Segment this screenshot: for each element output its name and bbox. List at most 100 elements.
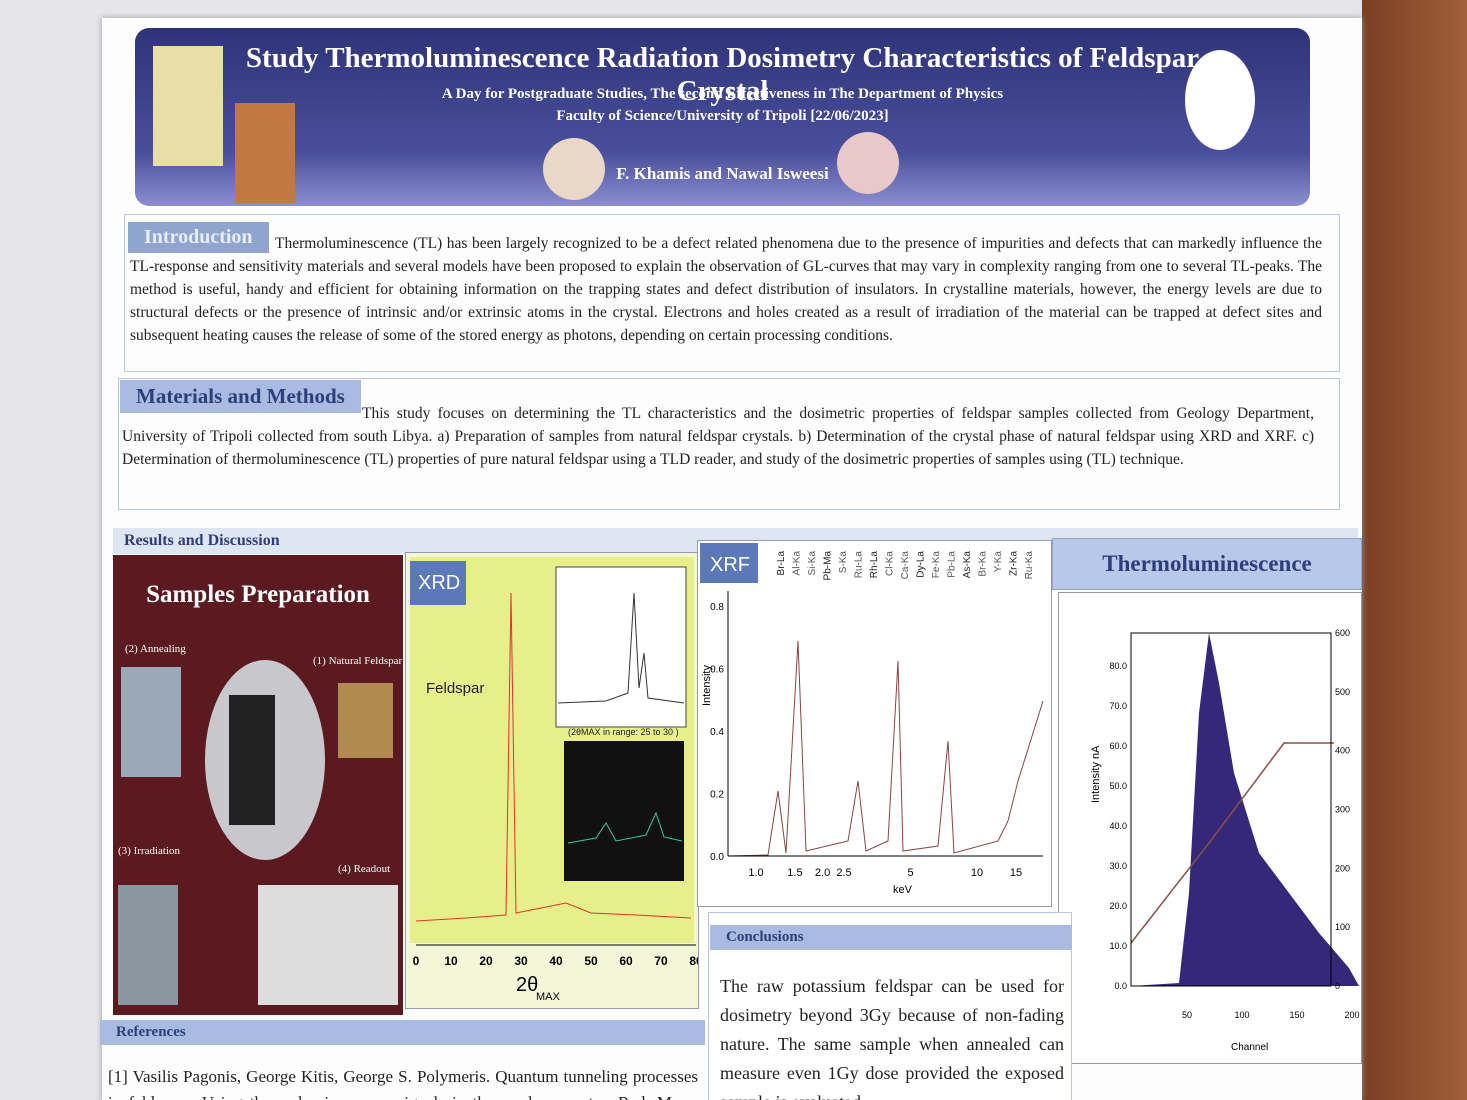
- y2-tick-label: 500: [1335, 687, 1350, 697]
- x-tick-label: 1.0: [748, 867, 763, 879]
- logo: [235, 103, 295, 203]
- section-heading: References: [100, 1020, 705, 1045]
- y2-tick-label: 300: [1335, 805, 1350, 815]
- element-label: Br-Ka: [978, 551, 989, 577]
- inset-curve: [557, 592, 685, 704]
- paragraph: This study focuses on determining the TL…: [122, 405, 1314, 468]
- element-label: Al-Ka: [792, 551, 803, 576]
- step-label: (1) Natural Feldspar: [313, 655, 403, 667]
- paragraph: The raw potassium feldspar can be used f…: [720, 976, 1064, 1100]
- title-tab: [410, 561, 466, 605]
- intro-box: [124, 214, 1340, 372]
- tl-panel: Intensity nA 0.0 10.0 20.0 30.0 40.0 50.0 60.0…: [1058, 592, 1362, 1064]
- y2-tick-label: 0: [1335, 981, 1340, 991]
- spectrum: [415, 592, 692, 922]
- header: Study Thermoluminescence Radiation Dosim…: [135, 28, 1310, 206]
- step-label: (4) Readout: [338, 863, 391, 875]
- y-tick-label: 0.0: [710, 852, 724, 863]
- axis-label: Intensity nA: [1090, 745, 1102, 803]
- background-wood: [1362, 0, 1467, 1100]
- x-tick-label: 50: [1182, 1010, 1192, 1020]
- plot-frame: [1130, 632, 1332, 987]
- tl-chart: Intensity nA 0.0 10.0 20.0 30.0 40.0 50.0 60.0…: [1090, 628, 1360, 1053]
- element-label: As-Ka: [962, 551, 973, 579]
- section-heading: Introduction: [128, 222, 269, 253]
- xrf-panel: XRF Intensity 0.0 0.2 0.4 0.6 0.8 1.0 1.5 2.0 2.…: [697, 540, 1052, 907]
- element-label: Ru-Ka: [1024, 551, 1035, 580]
- y-tick-label: 0.2: [710, 790, 724, 801]
- element-label: Ru-La: [854, 551, 865, 579]
- inset: [564, 741, 684, 881]
- element-label: Pb-La: [947, 551, 958, 578]
- glow-curve: [1131, 633, 1359, 986]
- x-tick-label: 150: [1289, 1010, 1304, 1020]
- sample-image: [258, 885, 398, 1005]
- subtitle: Faculty of Science/University of Tripoli…: [556, 108, 889, 124]
- element-label: Pb-Ma: [823, 551, 834, 581]
- spectrum: [727, 640, 1044, 857]
- author-photo: [543, 138, 605, 200]
- x-tick-label: 100: [1234, 1010, 1249, 1020]
- panel-title: XRF: [710, 554, 750, 576]
- y2-tick-label: 100: [1335, 922, 1350, 932]
- element-label: Si-Ka: [807, 551, 818, 576]
- sample-image: [118, 885, 178, 1005]
- sample-image: [121, 667, 181, 777]
- authors: F. Khamis and Nawal Isweesi: [616, 164, 829, 183]
- materials-box: [118, 378, 1340, 510]
- xrd-panel: XRD Feldspar (2θMAX in range: 25 to 30 )…: [405, 552, 703, 1009]
- section-heading: Results and Discussion: [124, 532, 280, 549]
- x-tick-label: 2.0: [815, 867, 830, 879]
- element-label: Zr-Ka: [1009, 551, 1020, 576]
- y-tick-label: 30.0: [1109, 861, 1127, 871]
- x-tick-label: 20: [479, 954, 493, 968]
- section-heading: Conclusions: [710, 925, 1072, 950]
- step-label: (2) Annealing: [125, 643, 186, 655]
- y-tick-label: 70.0: [1109, 701, 1127, 711]
- axis-label: 2θ: [516, 974, 538, 996]
- x-tick-label: 200: [1344, 1010, 1359, 1020]
- axis-label: Intensity: [701, 665, 713, 706]
- title: Study Thermoluminescence Radiation Dosim…: [245, 42, 1200, 107]
- inset-curve: [567, 811, 683, 844]
- y-tick-label: 0.4: [710, 727, 724, 738]
- panel-title: XRD: [418, 572, 460, 594]
- chart-label: Feldspar: [426, 680, 484, 697]
- subtitle: A Day for Postgraduate Studies, The seco…: [441, 86, 1004, 102]
- y-tick-label: 80.0: [1109, 661, 1127, 671]
- element-label: S-Ka: [838, 551, 849, 574]
- x-tick-label: 60: [619, 954, 633, 968]
- x-tick-label: 15: [1010, 867, 1022, 879]
- x-tick-label: 70: [654, 954, 668, 968]
- y-tick-label: 0.8: [710, 602, 724, 613]
- panel-title: Samples Preparation: [146, 581, 370, 608]
- y2-tick-label: 200: [1335, 863, 1350, 873]
- axis-label: keV: [893, 884, 913, 896]
- author-photo: [837, 132, 899, 194]
- panel-title: Thermoluminescence: [1102, 551, 1312, 576]
- y-tick-label: 40.0: [1109, 821, 1127, 831]
- logo: [153, 46, 223, 166]
- inset-caption: (2θMAX in range: 25 to 30 ): [568, 727, 679, 737]
- y2-tick-label: 400: [1335, 746, 1350, 756]
- element-label: Rh-La: [869, 551, 880, 579]
- x-tick-label: 50: [584, 954, 598, 968]
- y-tick-label: 60.0: [1109, 741, 1127, 751]
- step-label: (3) Irradiation: [118, 845, 180, 857]
- x-tick-label: 40: [549, 954, 563, 968]
- samples-panel: Samples Preparation (1) Natural Feldspar…: [113, 555, 403, 1015]
- x-tick-label: 30: [514, 954, 528, 968]
- x-tick-label: 0: [413, 954, 420, 968]
- section-heading: Materials and Methods: [120, 380, 361, 413]
- element-label: Fe-Ka: [931, 551, 942, 579]
- y-tick-label: 20.0: [1109, 901, 1127, 911]
- xrd-chart: XRD Feldspar (2θMAX in range: 25 to 30 )…: [410, 557, 703, 1003]
- paragraph: [1] Vasilis Pagonis, George Kitis, Georg…: [108, 1067, 698, 1100]
- paragraph: Thermoluminescence (TL) has been largely…: [130, 235, 1322, 344]
- element-label: Y-Ka: [993, 551, 1004, 573]
- x-tick-label: 2.5: [836, 867, 851, 879]
- x-tick-label: 10: [444, 954, 458, 968]
- logo: [1185, 50, 1255, 150]
- x-tick-label: 10: [971, 867, 983, 879]
